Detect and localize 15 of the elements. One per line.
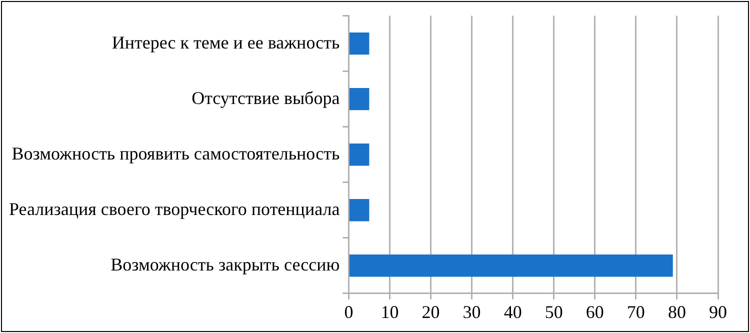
x-tick-label: 40 [504, 302, 522, 322]
x-tick-label: 30 [462, 302, 481, 322]
y-tick-label: Отсутствие выбора [192, 88, 340, 108]
x-tick-label: 20 [422, 302, 440, 322]
y-tick-label: Реализация своего творческого потенциала [8, 198, 340, 219]
y-tick-label: Возможность проявить самостоятельность [12, 143, 340, 164]
x-tick-label: 70 [626, 302, 645, 322]
x-tick-label: 0 [344, 302, 354, 322]
x-tick-label: 90 [709, 302, 727, 322]
y-tick-label: Интерес к теме и ее важность [112, 32, 340, 52]
x-tick-label: 60 [586, 302, 604, 322]
x-tick-label: 50 [544, 302, 563, 322]
x-tick-label: 80 [668, 302, 686, 322]
x-tick-label: 10 [380, 302, 399, 322]
y-tick-label: Возможность закрыть сессию [110, 254, 340, 274]
